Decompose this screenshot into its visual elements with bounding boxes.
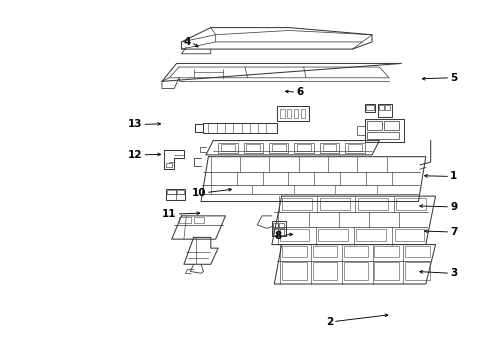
Text: 7: 7 — [450, 227, 458, 237]
Bar — [221, 144, 235, 150]
Bar — [405, 262, 430, 280]
Bar — [166, 189, 185, 200]
Text: 10: 10 — [192, 188, 206, 198]
Bar — [379, 105, 384, 110]
Bar — [272, 221, 286, 236]
Bar — [385, 105, 390, 110]
Bar — [365, 119, 404, 142]
Bar — [269, 143, 289, 153]
Bar — [323, 144, 336, 150]
Bar — [374, 262, 399, 280]
Bar — [405, 246, 430, 257]
Bar — [358, 198, 388, 210]
Text: 8: 8 — [274, 231, 282, 240]
Bar — [279, 223, 284, 228]
Bar — [272, 144, 286, 150]
Bar — [277, 107, 309, 121]
Bar — [313, 262, 337, 280]
Bar — [313, 246, 337, 257]
Bar — [394, 229, 424, 241]
Bar — [244, 143, 263, 153]
Bar — [179, 217, 191, 224]
Text: 11: 11 — [162, 209, 176, 219]
Bar — [203, 123, 277, 134]
Text: 13: 13 — [128, 120, 143, 129]
Bar — [167, 190, 175, 194]
Bar — [282, 198, 312, 210]
Bar — [356, 229, 386, 241]
Bar — [320, 198, 350, 210]
Text: 2: 2 — [326, 317, 333, 327]
Bar — [273, 223, 278, 228]
Bar — [374, 246, 399, 257]
Bar — [246, 144, 260, 150]
Bar — [366, 105, 373, 111]
Bar — [384, 121, 399, 130]
Bar — [365, 104, 375, 112]
Bar — [297, 144, 311, 150]
Bar — [294, 109, 298, 118]
Text: 6: 6 — [296, 87, 303, 97]
Bar — [318, 229, 347, 241]
Bar — [345, 143, 365, 153]
Bar — [176, 190, 184, 194]
Bar — [282, 246, 307, 257]
Text: 3: 3 — [450, 268, 458, 278]
Bar — [367, 132, 399, 139]
Bar — [367, 121, 382, 130]
Bar — [282, 262, 307, 280]
Bar — [280, 229, 310, 241]
Bar — [287, 109, 292, 118]
Text: 5: 5 — [450, 73, 458, 83]
Text: 12: 12 — [128, 150, 143, 160]
Bar — [320, 143, 339, 153]
Bar — [348, 144, 362, 150]
Text: 9: 9 — [450, 202, 457, 212]
Bar — [343, 262, 368, 280]
Bar — [294, 143, 314, 153]
Bar — [218, 143, 238, 153]
Bar — [166, 163, 171, 167]
Text: 1: 1 — [450, 171, 458, 181]
Bar — [396, 198, 426, 210]
Bar — [343, 246, 368, 257]
Bar — [280, 109, 285, 118]
Bar — [301, 109, 305, 118]
Bar — [194, 217, 204, 224]
Bar — [378, 104, 392, 117]
Bar — [279, 229, 284, 235]
Bar — [273, 229, 278, 235]
Text: 4: 4 — [184, 37, 191, 47]
